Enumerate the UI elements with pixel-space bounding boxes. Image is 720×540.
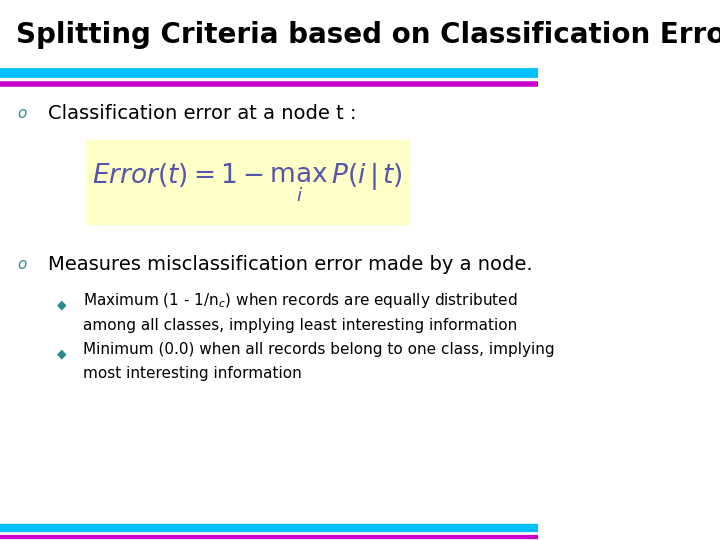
FancyBboxPatch shape [86,140,409,224]
Text: Classification error at a node t :: Classification error at a node t : [48,104,357,123]
Text: Measures misclassification error made by a node.: Measures misclassification error made by… [48,255,533,274]
Text: most interesting information: most interesting information [84,366,302,381]
Text: among all classes, implying least interesting information: among all classes, implying least intere… [84,318,518,333]
Text: $\mathit{Error}(t) = 1 - \max_i\, P(i\,|\,t)$: $\mathit{Error}(t) = 1 - \max_i\, P(i\,|… [92,161,403,204]
Text: Splitting Criteria based on Classification Error: Splitting Criteria based on Classificati… [16,21,720,49]
Text: o: o [17,106,26,121]
Text: Maximum (1 - 1/n$_c$) when records are equally distributed: Maximum (1 - 1/n$_c$) when records are e… [84,291,518,310]
Text: Minimum (0.0) when all records belong to one class, implying: Minimum (0.0) when all records belong to… [84,342,555,357]
Text: ◆: ◆ [57,299,67,312]
Text: o: o [17,257,26,272]
Text: ◆: ◆ [57,347,67,360]
